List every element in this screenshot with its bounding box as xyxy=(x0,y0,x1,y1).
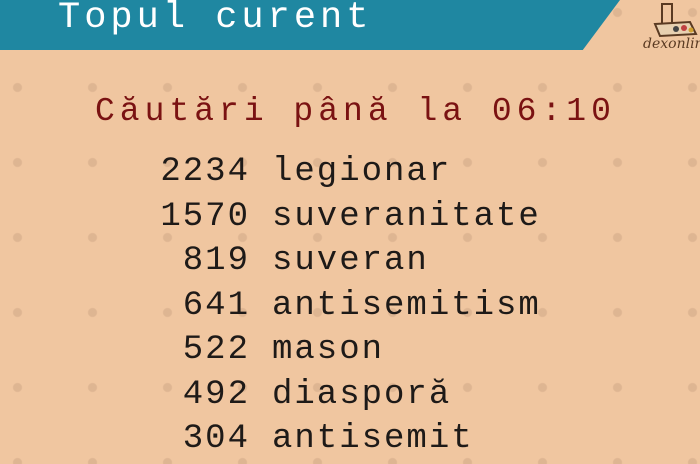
search-count: 522 xyxy=(182,331,250,370)
list-item: 492 diasporă xyxy=(150,373,541,418)
dexonline-logo-icon xyxy=(653,3,698,38)
search-count: 2234 xyxy=(160,153,250,192)
title-banner xyxy=(0,0,620,50)
list-item: 819 suveran xyxy=(150,239,541,284)
list-item: 522 mason xyxy=(150,328,541,373)
search-count: 304 xyxy=(182,420,250,459)
list-item: 1570 suveranitate xyxy=(150,195,541,240)
search-term: suveran xyxy=(272,242,429,281)
search-term: antisemitism xyxy=(272,286,541,325)
search-count: 492 xyxy=(182,375,250,414)
list-item: 641 antisemitism xyxy=(150,284,541,329)
search-term: antisemit xyxy=(272,420,474,459)
search-term: diasporă xyxy=(272,375,452,414)
logo-text: dexonline xyxy=(643,36,700,52)
search-term: suveranitate xyxy=(272,197,541,236)
search-term: legionar xyxy=(272,153,452,192)
search-count: 819 xyxy=(182,242,250,281)
search-term: mason xyxy=(272,331,385,370)
subtitle: Căutări până la 06:10 xyxy=(95,93,616,130)
search-count: 641 xyxy=(182,286,250,325)
list-item: 2234 legionar xyxy=(150,150,541,195)
search-count: 1570 xyxy=(160,197,250,236)
list-item: 304 antisemit xyxy=(150,417,541,462)
search-ranking-list: 2234 legionar 1570 suveranitate 819 suveran… xyxy=(150,150,541,462)
page-title: Topul curent xyxy=(58,0,373,39)
